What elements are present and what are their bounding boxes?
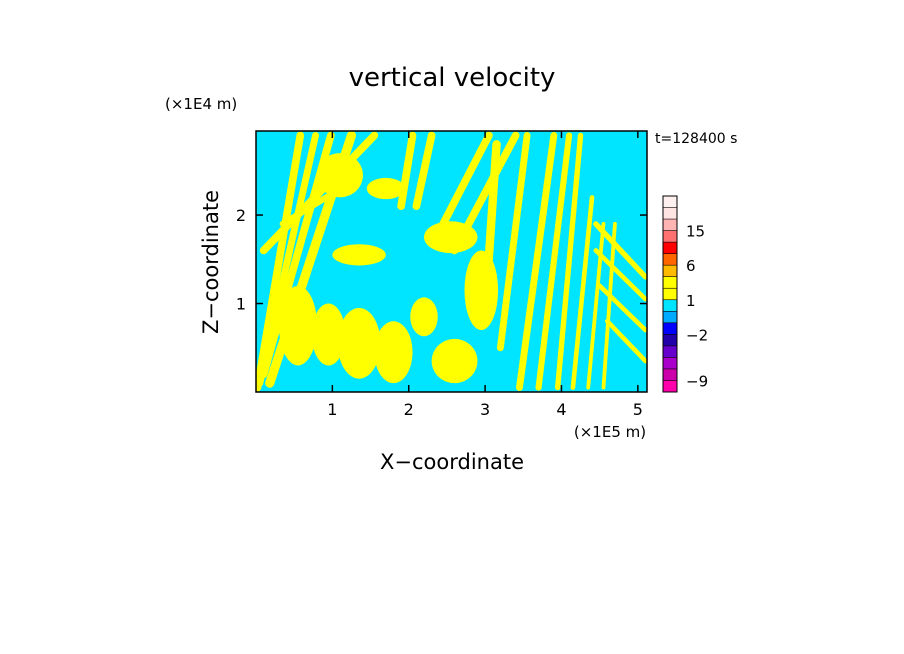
updraft-band — [279, 176, 359, 227]
y-axis-label: Z−coordinate — [199, 190, 223, 334]
x-tick-label: 2 — [404, 400, 414, 419]
updraft-region — [332, 244, 386, 266]
colorbar-label: 6 — [686, 257, 696, 275]
colorbar-segment — [663, 207, 677, 220]
updraft-band — [412, 131, 436, 211]
y-axis: 12 — [236, 206, 647, 314]
updraft-band — [450, 131, 520, 255]
colorbar-segment — [663, 299, 677, 312]
updraft-band — [593, 221, 647, 280]
colorbar-segment — [663, 311, 677, 324]
plot-frame — [255, 130, 648, 393]
updraft-region — [337, 307, 381, 379]
x-tick-label: 3 — [480, 400, 490, 419]
updraft-band — [259, 131, 379, 255]
colorbar: 15 6 1 −2 −9 — [662, 195, 708, 393]
y-tick-label: 1 — [236, 295, 246, 314]
updraft-band — [397, 131, 417, 211]
x-tick-label: 4 — [556, 400, 566, 419]
colorbar-segment — [663, 265, 677, 278]
colorbar-segment — [663, 219, 677, 232]
y-tick-label: 2 — [236, 206, 246, 225]
updraft-band — [259, 131, 335, 379]
colorbar-label: −2 — [686, 326, 708, 344]
updraft-band — [516, 131, 558, 392]
updraft-region — [374, 321, 413, 384]
updraft-band — [256, 131, 305, 392]
updraft-region — [464, 250, 499, 331]
colorbar-segment — [663, 242, 677, 255]
updraft-region — [410, 297, 438, 337]
colorbar-segment — [663, 196, 677, 209]
velocity-field — [256, 131, 647, 392]
colorbar-segment — [663, 276, 677, 289]
x-tick-label: 1 — [327, 400, 337, 419]
updraft-band — [480, 140, 501, 317]
updraft-region — [431, 338, 478, 384]
colorbar-segment — [663, 253, 677, 266]
updraft-band — [496, 131, 531, 352]
x-tick-label: 5 — [633, 400, 643, 419]
updraft-band — [604, 318, 647, 364]
colorbar-segment — [663, 380, 677, 393]
updraft-region — [278, 285, 318, 366]
updraft-band — [554, 132, 584, 391]
colorbar-segment — [663, 334, 677, 347]
colorbar-label: 15 — [686, 223, 705, 241]
x-axis-unit: (×1E5 m) — [574, 423, 646, 441]
colorbar-label: −9 — [686, 372, 708, 390]
updraft-band — [570, 195, 595, 390]
colorbar-segment — [663, 345, 677, 358]
colorbar-segment — [663, 322, 677, 335]
chart-title: vertical velocity — [349, 63, 556, 93]
updraft-band — [593, 248, 647, 302]
colorbar-segment — [663, 230, 677, 243]
y-axis-unit: (×1E4 m) — [165, 95, 237, 113]
updraft-band — [586, 221, 606, 390]
colorbar-segment — [663, 357, 677, 370]
updraft-band — [535, 132, 573, 391]
colorbar-label: 1 — [686, 292, 696, 310]
updraft-band — [597, 283, 647, 333]
time-label: t=128400 s — [655, 131, 737, 147]
colorbar-segment — [663, 288, 677, 301]
updraft-region — [366, 177, 405, 200]
updraft-band — [601, 221, 617, 390]
x-axis-label: X−coordinate — [380, 450, 524, 474]
colorbar-segment — [663, 368, 677, 381]
colorbar-frame — [662, 195, 678, 393]
x-axis: 1 2 3 4 5 — [327, 131, 643, 419]
updraft-band — [439, 131, 493, 228]
updraft-region — [311, 303, 346, 366]
